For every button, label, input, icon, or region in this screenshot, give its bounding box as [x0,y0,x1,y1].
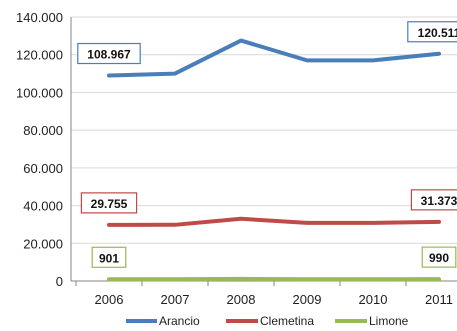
series-line-arancio [107,38,441,78]
legend-label: Arancio [159,314,200,328]
y-tick-label: 40.000 [23,199,63,214]
data-label-limone: 990 [421,246,457,268]
data-label-text: 108.967 [87,48,131,62]
data-label-clemetina: 31.373 [410,189,457,211]
x-tick-label: 2007 [161,292,190,307]
y-tick-label: 20.000 [23,236,63,251]
data-label-arancio: 108.967 [77,42,141,65]
x-tick-label: 2010 [359,292,388,307]
legend: Arancio Clemetina Limone [126,314,409,328]
data-label-limone: 901 [91,246,127,268]
data-label-text: 31.373 [421,194,457,208]
data-label-text: 990 [429,251,449,265]
legend-item-clemetina: Clemetina [226,314,314,328]
y-tick-label: 120.000 [16,48,63,63]
x-tick-label: 2009 [293,292,322,307]
y-tick-label: 60.000 [23,161,63,176]
x-tick-label: 2006 [95,292,124,307]
y-tick-label: 0 [56,274,63,289]
y-tick-label: 140.000 [16,10,63,25]
legend-item-arancio: Arancio [126,314,200,328]
y-tick-label: 100.000 [16,85,63,100]
legend-label: Limone [369,314,409,328]
data-label-box [410,189,457,211]
data-labels: 108.967 120.511 29.755 31.373 901 990 [77,21,457,268]
legend-label: Clemetina [260,314,314,328]
x-tick-label: 2008 [227,292,256,307]
y-tick-label: 80.000 [23,123,63,138]
data-label-box [80,192,138,214]
data-label-arancio: 120.511 [407,21,457,43]
data-label-box [91,246,127,268]
data-label-box [407,21,457,43]
axes: 0 20.000 40.000 60.000 80.000 100.000 120.000 1… [16,10,453,307]
data-label-box [421,246,457,268]
x-tick-label: 2011 [425,292,453,307]
series-lines [107,38,441,282]
series-line-clemetina [107,216,441,227]
data-label-text: 120.511 [418,26,457,40]
legend-item-limone: Limone [335,314,409,328]
data-label-clemetina: 29.755 [80,192,138,214]
data-label-text: 901 [99,251,119,265]
data-label-box [77,42,141,65]
data-label-text: 29.755 [91,197,128,211]
